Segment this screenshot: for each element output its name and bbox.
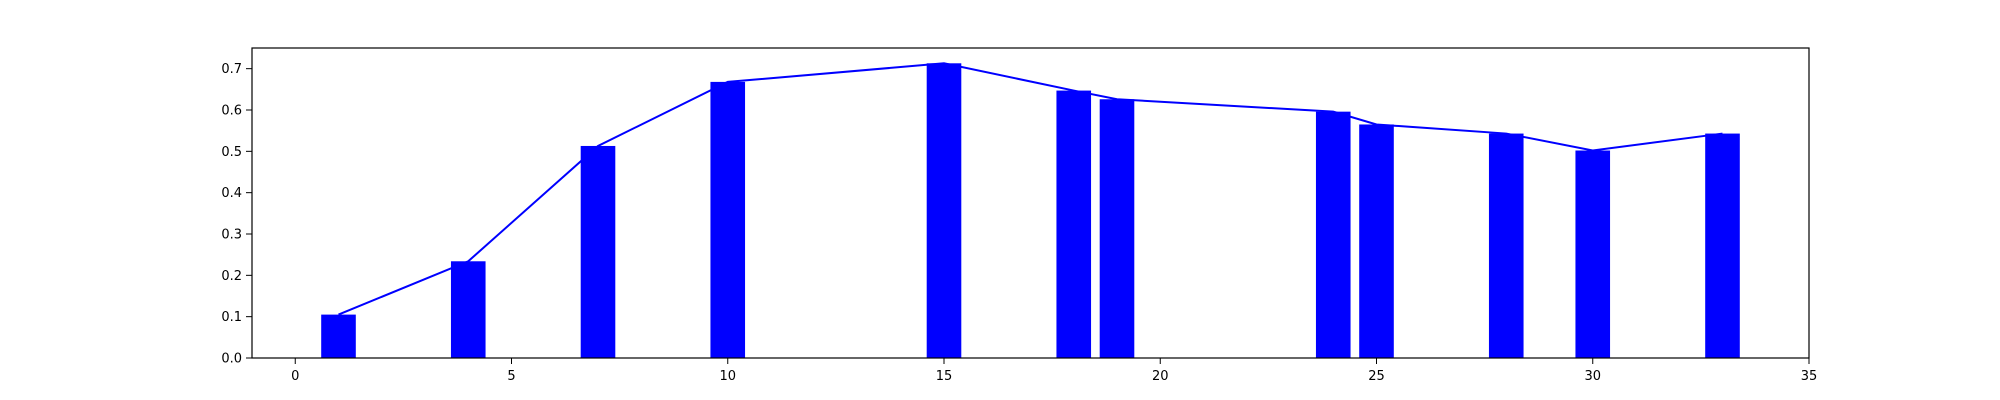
- series-line: [338, 62, 1723, 316]
- bar-30: [1575, 150, 1611, 358]
- plot-background: [252, 48, 1809, 358]
- y-tick-label: 0.7: [221, 62, 242, 77]
- x-tick-label: 10: [719, 369, 736, 384]
- x-tick-label: 30: [1584, 369, 1601, 384]
- bar-7: [580, 145, 616, 358]
- bar-25: [1359, 124, 1394, 358]
- x-tick-label: 5: [507, 369, 515, 384]
- bars-group: [321, 63, 1740, 359]
- y-tick-label: 0.0: [221, 352, 242, 367]
- bar-1: [321, 314, 356, 358]
- x-tick-label: 0: [291, 369, 299, 384]
- y-tick-label: 0.3: [221, 228, 242, 243]
- bar-4: [450, 261, 486, 358]
- bar-15: [926, 63, 962, 358]
- bar-28: [1488, 133, 1524, 358]
- x-axis: 0 5 10 15 20 25 30 35: [291, 358, 1817, 384]
- bar-19: [1099, 99, 1135, 359]
- y-axis: 0.0 0.1 0.2 0.3 0.4 0.5 0.6 0.7: [221, 62, 252, 367]
- y-tick-label: 0.1: [221, 310, 242, 325]
- bar-24: [1315, 111, 1351, 358]
- bar-33: [1705, 133, 1740, 358]
- plot-frame: [251, 47, 1810, 359]
- bar-10: [710, 81, 746, 358]
- x-tick-label: 20: [1152, 369, 1169, 384]
- x-tick-label: 15: [936, 369, 953, 384]
- bar-18: [1056, 90, 1092, 358]
- y-tick-label: 0.2: [221, 269, 242, 284]
- y-tick-label: 0.5: [221, 145, 242, 160]
- x-tick-label: 25: [1368, 369, 1385, 384]
- y-tick-label: 0.6: [221, 104, 242, 119]
- x-tick-label: 35: [1801, 369, 1818, 384]
- y-tick-label: 0.4: [221, 186, 242, 201]
